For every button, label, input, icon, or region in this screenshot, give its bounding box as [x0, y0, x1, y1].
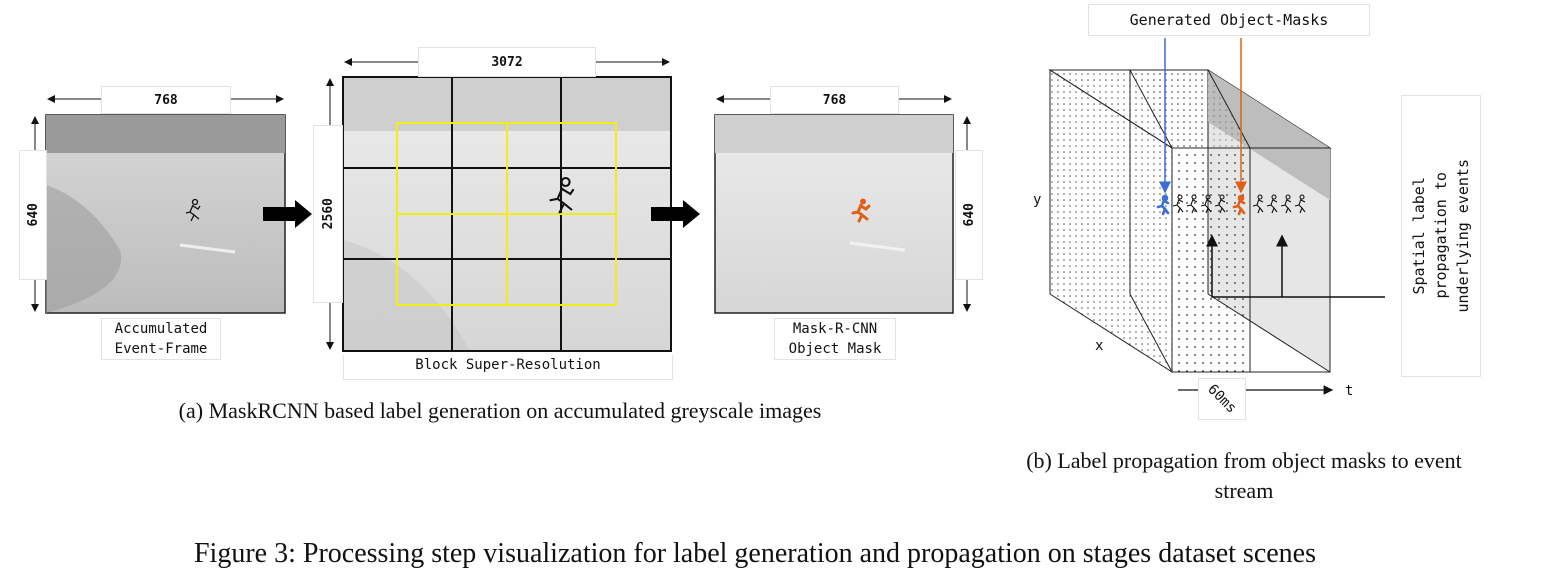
process-arrow-2 — [651, 200, 700, 228]
frame3-image — [714, 114, 954, 314]
frame3-width-label: 768 — [770, 86, 899, 114]
panel-b-subcaption: (b) Label propagation from object masks … — [1026, 448, 1462, 503]
frame3-height-label: 640 — [955, 150, 983, 280]
frame2-highlight-blocks — [396, 122, 617, 306]
frame3-caption: Mask-R-CNN Object Mask — [774, 318, 896, 360]
figure-caption: Figure 3: Processing step visualization … — [193, 538, 1317, 569]
frame1-height-text: 640 — [25, 203, 41, 227]
frame1-height-label: 640 — [19, 150, 47, 280]
spatial-propagation-text: Spatial label propagation to underlying … — [1410, 159, 1472, 313]
time-window-label: 60ms — [1198, 378, 1246, 420]
propagation-arrows — [1206, 234, 1385, 298]
event-volume — [1048, 69, 1332, 373]
frame3-orange-mask-icon — [851, 198, 871, 223]
t-axis-label: t — [1345, 383, 1354, 399]
event-runner-sequence — [1172, 194, 1306, 214]
y-axis-label: y — [1033, 192, 1042, 208]
frame2-width-label: 3072 — [418, 47, 596, 77]
frame3-height-text: 640 — [961, 203, 977, 227]
frame1-caption: Accumulated Event-Frame — [101, 318, 221, 360]
time-window-text: 60ms — [1204, 381, 1240, 417]
frame1-width-label: 768 — [101, 86, 231, 114]
frame2-height-text: 2560 — [320, 198, 336, 230]
frame2-runner-icon — [549, 176, 575, 214]
frame1-image — [45, 114, 286, 314]
orange-mask-runner-icon — [1232, 194, 1246, 216]
blue-mask-runner-icon — [1156, 194, 1170, 216]
generated-object-masks-label: Generated Object-Masks — [1088, 4, 1370, 36]
spatial-propagation-label: Spatial label propagation to underlying … — [1401, 95, 1481, 377]
frame2-height-label: 2560 — [313, 125, 343, 303]
panel-a-subcaption: (a) MaskRCNN based label generation on a… — [178, 398, 822, 423]
x-axis-label: x — [1095, 338, 1104, 354]
frame2-caption: Block Super-Resolution — [343, 355, 673, 380]
process-arrow-1 — [263, 200, 312, 228]
frame1-runner-icon — [185, 198, 201, 222]
